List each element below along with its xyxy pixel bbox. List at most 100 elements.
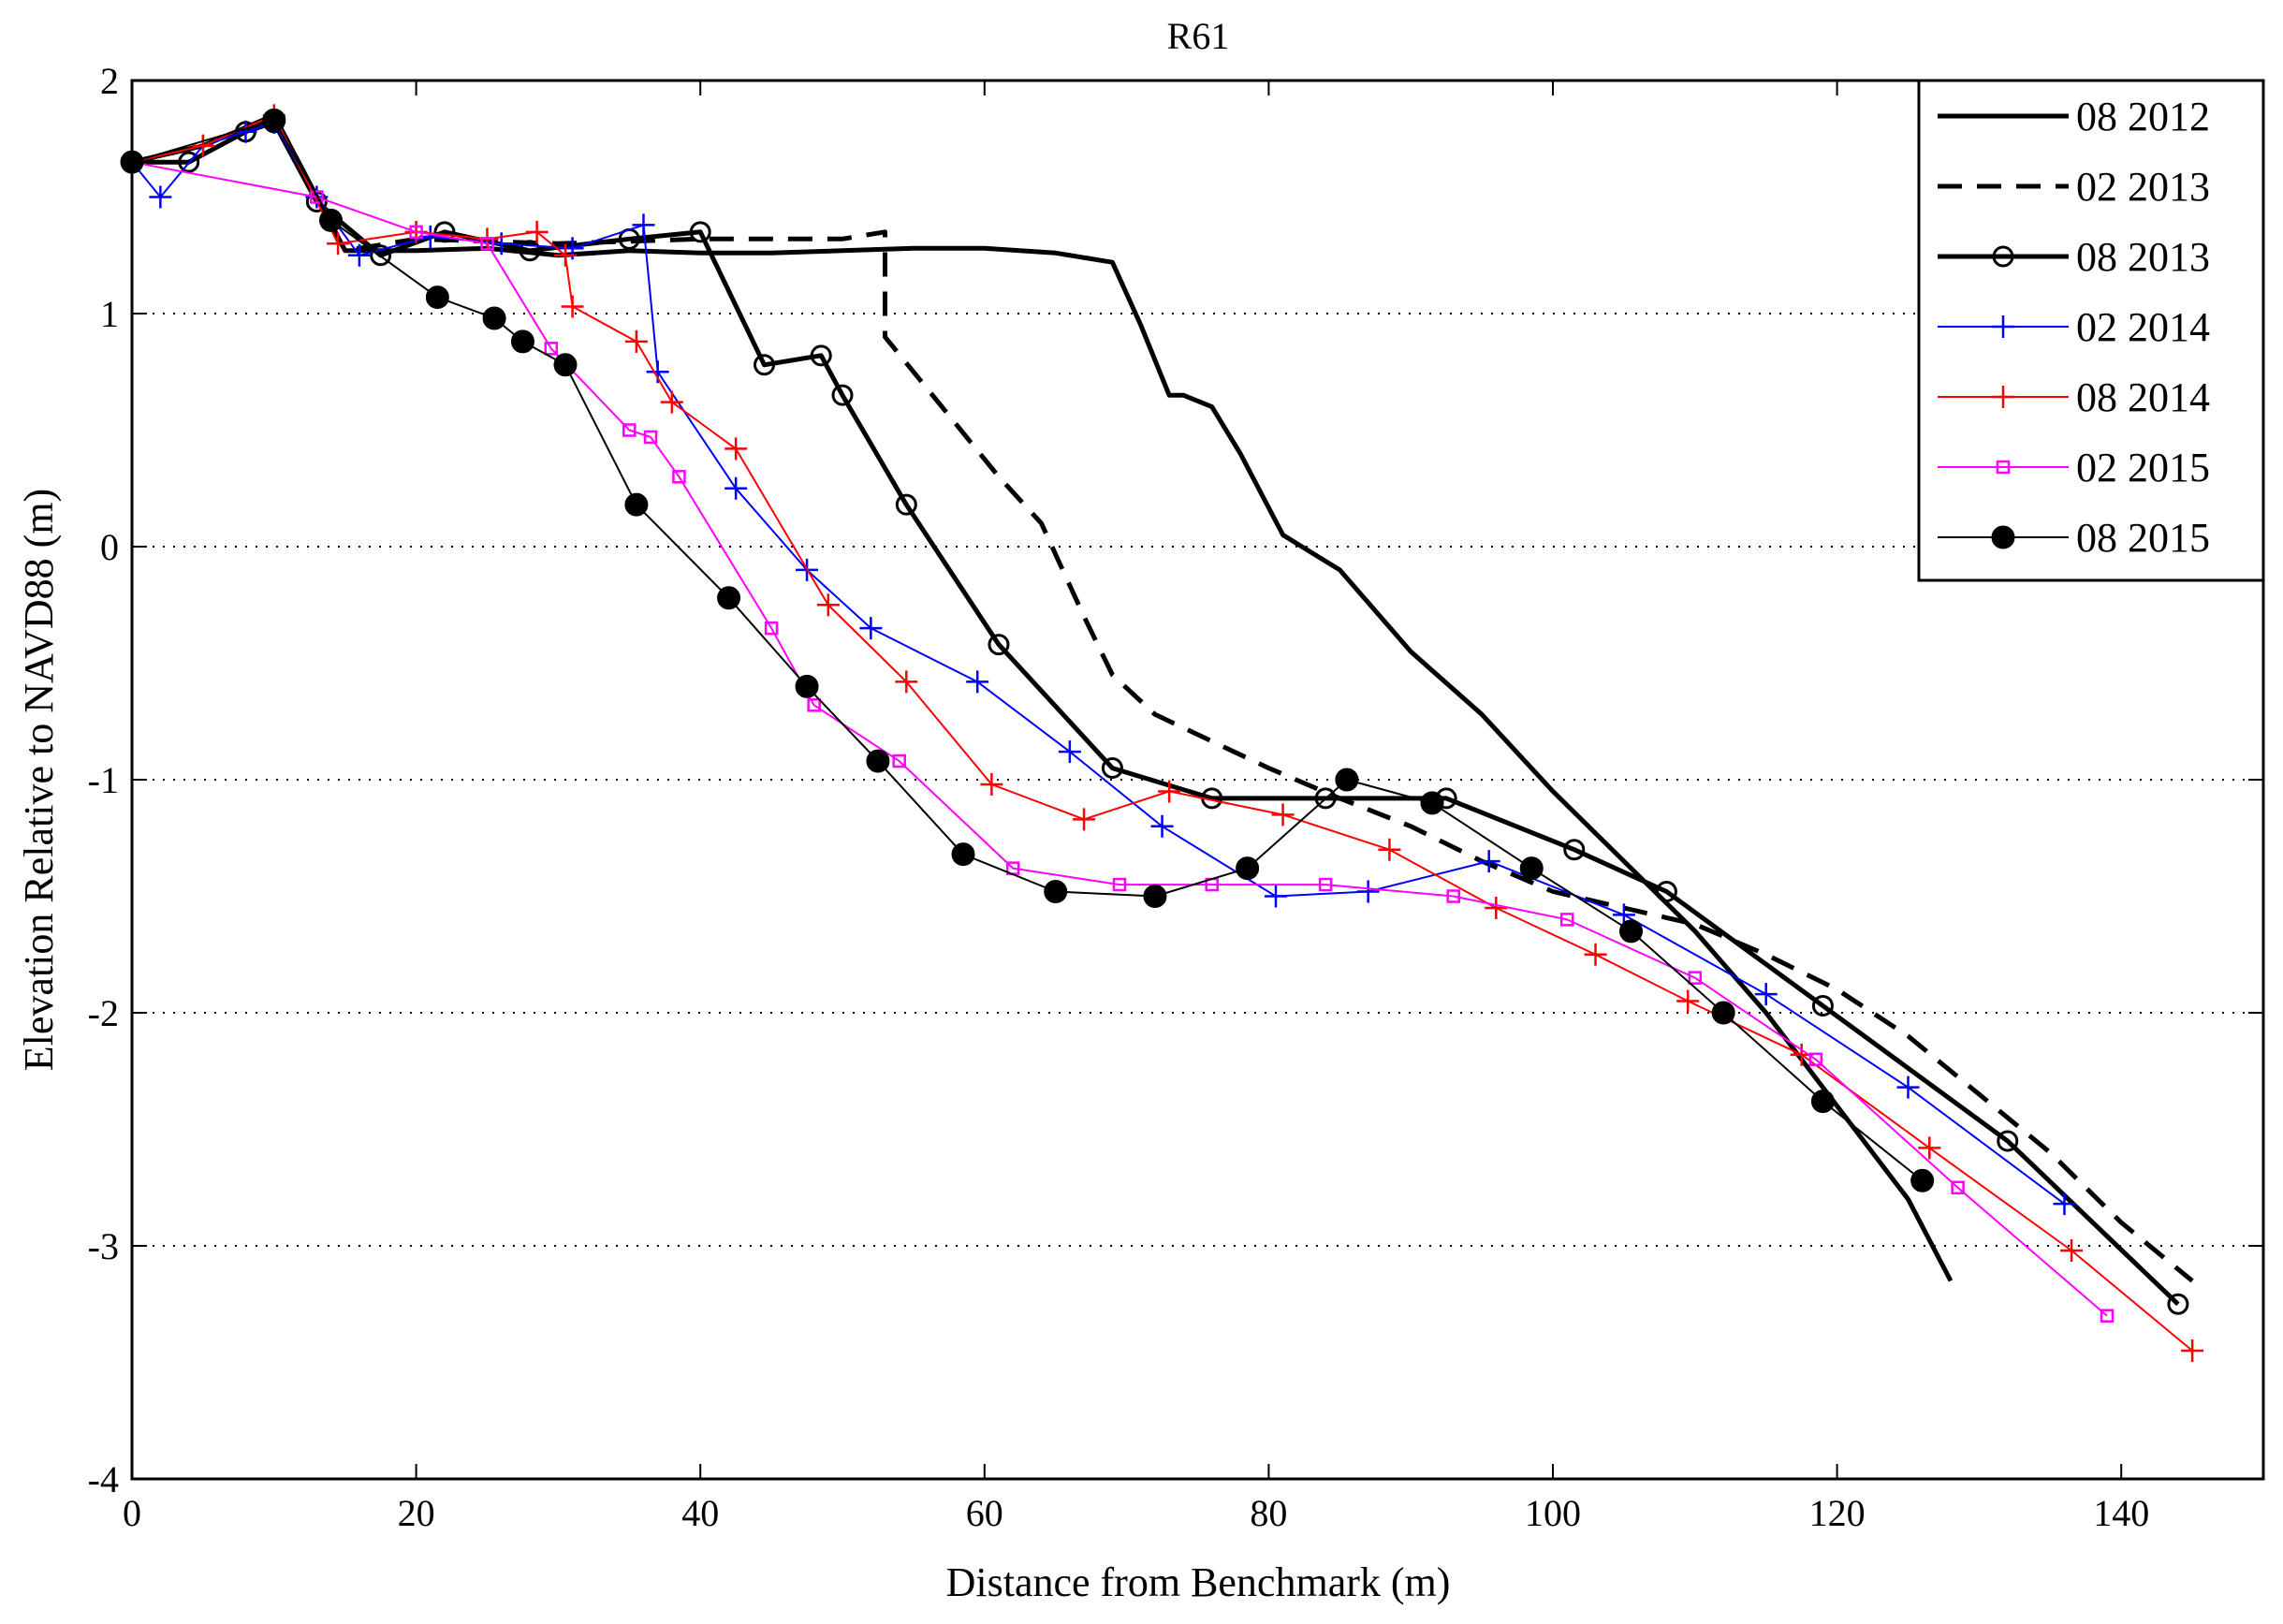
data-point bbox=[892, 753, 906, 768]
data-point bbox=[2053, 1192, 2076, 1216]
data-point bbox=[1073, 808, 1096, 831]
legend-label: 02 2013 bbox=[2076, 164, 2210, 210]
chart-title: R61 bbox=[1167, 15, 1230, 57]
data-point bbox=[1618, 919, 1643, 944]
data-point bbox=[980, 772, 1003, 796]
data-point bbox=[525, 220, 549, 243]
data-point bbox=[1918, 1136, 1941, 1160]
data-point bbox=[717, 586, 741, 610]
data-point bbox=[1896, 1075, 1920, 1099]
data-point bbox=[988, 634, 1010, 656]
legend-label: 08 2014 bbox=[2076, 374, 2210, 420]
x-tick-label: 140 bbox=[2093, 1492, 2149, 1534]
legend-item: 08 2013 bbox=[1938, 234, 2210, 280]
data-point bbox=[327, 232, 350, 256]
y-tick-label: -1 bbox=[88, 759, 119, 801]
legend-item: 02 2013 bbox=[1938, 164, 2210, 210]
data-point bbox=[1335, 768, 1359, 792]
data-point bbox=[480, 237, 494, 251]
x-tick-label: 80 bbox=[1250, 1492, 1287, 1534]
data-point bbox=[807, 698, 821, 712]
data-point bbox=[2167, 1293, 2189, 1315]
data-point bbox=[347, 243, 371, 267]
data-point bbox=[149, 185, 172, 209]
data-point bbox=[1271, 803, 1295, 827]
data-point bbox=[1563, 839, 1586, 861]
x-tick-label: 100 bbox=[1525, 1492, 1581, 1534]
y-tick-label: 1 bbox=[100, 293, 119, 335]
data-point bbox=[660, 390, 683, 414]
data-point bbox=[2060, 1238, 2084, 1262]
y-axis-label: Elevation Relative to NAVD88 (m) bbox=[16, 489, 62, 1071]
data-point bbox=[764, 621, 779, 636]
data-point bbox=[1810, 1090, 1835, 1114]
data-point bbox=[370, 244, 392, 267]
data-point bbox=[643, 430, 658, 445]
data-point bbox=[2100, 1309, 2115, 1323]
data-point bbox=[622, 423, 637, 437]
data-point bbox=[519, 240, 541, 262]
legend-marker bbox=[1992, 386, 2014, 408]
data-point bbox=[262, 108, 286, 132]
data-point bbox=[234, 120, 257, 143]
series-line bbox=[131, 119, 1924, 1182]
data-point bbox=[1676, 989, 1700, 1013]
data-point bbox=[816, 593, 840, 617]
legend-label: 08 2013 bbox=[2076, 234, 2210, 280]
legend-box bbox=[1917, 79, 2265, 582]
data-point bbox=[409, 225, 423, 240]
data-point bbox=[859, 617, 883, 640]
legend-item: 02 2015 bbox=[1938, 445, 2210, 490]
data-point bbox=[1559, 913, 1574, 927]
data-point bbox=[510, 329, 534, 354]
legend-label: 08 2012 bbox=[2076, 94, 2210, 139]
data-point bbox=[624, 329, 648, 353]
data-point bbox=[1058, 740, 1081, 764]
data-point bbox=[810, 344, 832, 367]
x-tick-labels: 0 20 40 60 80 100 120 140 bbox=[123, 1492, 2149, 1534]
legend-item: 08 2012 bbox=[1938, 94, 2210, 139]
legend: 08 2012 02 2013 08 2013 02 2014 08 2014 02 20… bbox=[1917, 79, 2265, 582]
data-point bbox=[1811, 995, 1834, 1017]
legend-item: 08 2015 bbox=[1938, 515, 2210, 561]
legend-item: 02 2014 bbox=[1938, 304, 2210, 350]
x-tick-label: 0 bbox=[123, 1492, 141, 1534]
series-line bbox=[131, 161, 2108, 1317]
data-point bbox=[1158, 780, 1181, 803]
data-point bbox=[1318, 877, 1333, 892]
x-axis-label: Distance from Benchmark (m) bbox=[946, 1559, 1451, 1605]
data-point bbox=[895, 493, 917, 516]
data-point bbox=[1378, 838, 1401, 861]
data-point bbox=[831, 384, 854, 406]
data-point bbox=[1584, 943, 1607, 966]
y-tick-label: -3 bbox=[88, 1225, 119, 1267]
data-point bbox=[482, 306, 506, 330]
y-tick-label: 0 bbox=[100, 526, 119, 568]
data-point bbox=[754, 354, 776, 376]
data-point bbox=[1446, 889, 1460, 903]
x-tick-label: 40 bbox=[681, 1492, 719, 1534]
data-point bbox=[724, 437, 748, 461]
data-point bbox=[895, 670, 918, 694]
data-point bbox=[2181, 1339, 2204, 1363]
data-point bbox=[1485, 896, 1508, 919]
y-tick-label: -4 bbox=[88, 1458, 119, 1500]
data-point bbox=[689, 221, 711, 243]
data-point bbox=[632, 213, 655, 237]
data-point bbox=[795, 674, 819, 698]
data-point bbox=[1655, 881, 1677, 903]
data-point bbox=[624, 492, 649, 517]
data-point bbox=[191, 134, 214, 157]
data-point bbox=[553, 353, 578, 377]
data-point bbox=[1356, 880, 1380, 903]
legend-item: 08 2014 bbox=[1938, 374, 2210, 420]
legend-label: 02 2014 bbox=[2076, 304, 2210, 350]
y-tick-label: -2 bbox=[88, 992, 119, 1034]
data-point bbox=[672, 470, 686, 484]
data-point bbox=[178, 151, 200, 173]
legend-marker bbox=[1992, 315, 2014, 338]
data-point bbox=[425, 285, 449, 310]
data-point bbox=[1150, 814, 1174, 838]
data-point bbox=[1112, 877, 1127, 892]
